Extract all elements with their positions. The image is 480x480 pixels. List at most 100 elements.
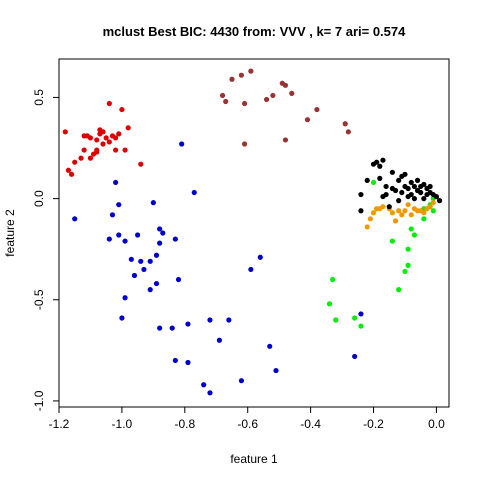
data-point-cluster-3	[172, 357, 178, 364]
data-point-cluster-4	[333, 317, 339, 323]
data-point-cluster-4	[389, 238, 395, 244]
y-axis-label: feature 2	[3, 209, 17, 257]
data-point-cluster-5	[399, 212, 405, 218]
data-point-cluster-3	[141, 266, 147, 273]
data-point-cluster-3	[135, 232, 141, 238]
x-tick-label: -0.8	[174, 417, 195, 431]
data-point-cluster-6	[414, 177, 421, 183]
data-point-cluster-3	[138, 258, 144, 264]
data-point-cluster-1	[68, 171, 75, 177]
data-point-cluster-3	[160, 230, 166, 236]
data-point-cluster-2	[282, 82, 289, 88]
data-point-cluster-1	[100, 129, 106, 135]
data-point-cluster-1	[94, 149, 100, 155]
data-point-cluster-1	[113, 135, 119, 141]
data-point-cluster-3	[191, 189, 197, 196]
data-point-cluster-1	[125, 125, 131, 131]
data-point-cluster-1	[65, 167, 72, 173]
y-tick-label: -1.0	[32, 390, 46, 411]
data-point-cluster-3	[201, 382, 207, 388]
data-point-cluster-3	[116, 202, 122, 208]
data-point-cluster-1	[100, 141, 106, 147]
data-point-cluster-1	[94, 137, 100, 143]
data-point-cluster-6	[405, 185, 411, 192]
data-point-cluster-3	[352, 353, 358, 360]
data-point-cluster-6	[358, 191, 364, 198]
data-point-cluster-2	[342, 121, 348, 127]
x-tick-label: -1.2	[49, 417, 70, 431]
data-point-cluster-6	[380, 157, 386, 163]
data-point-cluster-3	[179, 141, 185, 147]
data-point-cluster-6	[402, 171, 408, 177]
y-tick-label: 0.5	[32, 89, 46, 106]
data-point-cluster-4	[402, 268, 408, 275]
data-point-cluster-5	[389, 210, 395, 216]
data-point-cluster-4	[396, 287, 402, 293]
data-point-cluster-1	[116, 131, 122, 137]
data-point-cluster-3	[116, 232, 122, 238]
data-point-cluster-3	[267, 343, 273, 349]
data-point-cluster-6	[421, 181, 427, 188]
data-point-cluster-3	[131, 272, 138, 279]
data-point-cluster-6	[383, 183, 389, 190]
data-point-cluster-6	[396, 198, 402, 204]
data-point-cluster-1	[119, 106, 125, 113]
data-point-cluster-5	[405, 202, 411, 208]
data-point-cluster-2	[263, 96, 270, 103]
data-point-cluster-6	[427, 183, 433, 190]
data-point-cluster-5	[427, 204, 433, 210]
data-point-cluster-3	[122, 295, 128, 301]
data-point-cluster-6	[383, 191, 389, 198]
data-point-cluster-3	[72, 216, 78, 222]
data-point-cluster-6	[396, 177, 402, 183]
data-point-cluster-1	[72, 159, 78, 165]
data-point-cluster-3	[226, 317, 232, 323]
data-point-cluster-3	[147, 258, 153, 264]
data-point-cluster-1	[106, 139, 112, 145]
data-point-cluster-3	[157, 240, 163, 246]
data-point-cluster-2	[223, 98, 229, 105]
x-tick-label: 0.0	[428, 417, 445, 431]
data-point-cluster-3	[257, 254, 263, 260]
data-point-cluster-6	[389, 169, 395, 175]
x-tick-label: -1.0	[112, 417, 133, 431]
data-point-cluster-3	[153, 280, 160, 287]
data-point-cluster-5	[430, 200, 436, 206]
data-point-cluster-4	[421, 216, 427, 222]
data-point-cluster-2	[270, 92, 276, 99]
data-point-cluster-3	[185, 359, 191, 366]
data-point-cluster-6	[386, 204, 392, 210]
data-point-cluster-3	[147, 287, 153, 293]
data-point-cluster-3	[207, 390, 213, 396]
data-point-cluster-5	[402, 208, 408, 214]
data-point-cluster-4	[411, 232, 418, 238]
data-point-cluster-3	[157, 325, 163, 331]
data-point-cluster-4	[326, 301, 333, 307]
data-point-cluster-3	[175, 276, 182, 283]
data-point-cluster-5	[392, 218, 399, 224]
data-point-cluster-3	[172, 236, 178, 242]
data-point-cluster-6	[377, 175, 383, 181]
y-axis: -1.0 -0.5 0.0 0.5	[32, 89, 59, 411]
data-point-cluster-6	[408, 179, 414, 186]
data-point-cluster-3	[185, 321, 191, 327]
x-tick-label: -0.6	[237, 417, 258, 431]
chart-title: mclust Best BIC: 4430 from: VVV , k= 7 a…	[103, 24, 407, 39]
data-point-cluster-1	[122, 147, 128, 153]
data-point-cluster-6	[436, 198, 443, 204]
data-point-cluster-5	[364, 224, 370, 230]
data-point-cluster-1	[62, 129, 68, 135]
data-point-cluster-3	[153, 252, 160, 258]
data-point-cluster-6	[374, 159, 380, 165]
data-point-cluster-1	[87, 135, 94, 141]
data-point-cluster-3	[248, 266, 254, 273]
data-point-cluster-6	[358, 208, 364, 214]
data-point-cluster-3	[238, 378, 245, 384]
data-point-cluster-3	[122, 238, 128, 244]
data-point-cluster-2	[229, 76, 235, 82]
plot-frame	[58, 58, 450, 408]
data-point-cluster-6	[411, 196, 418, 202]
y-tick-label: 0.0	[32, 190, 46, 207]
data-point-cluster-4	[358, 323, 364, 329]
data-point-cluster-3	[113, 179, 119, 186]
